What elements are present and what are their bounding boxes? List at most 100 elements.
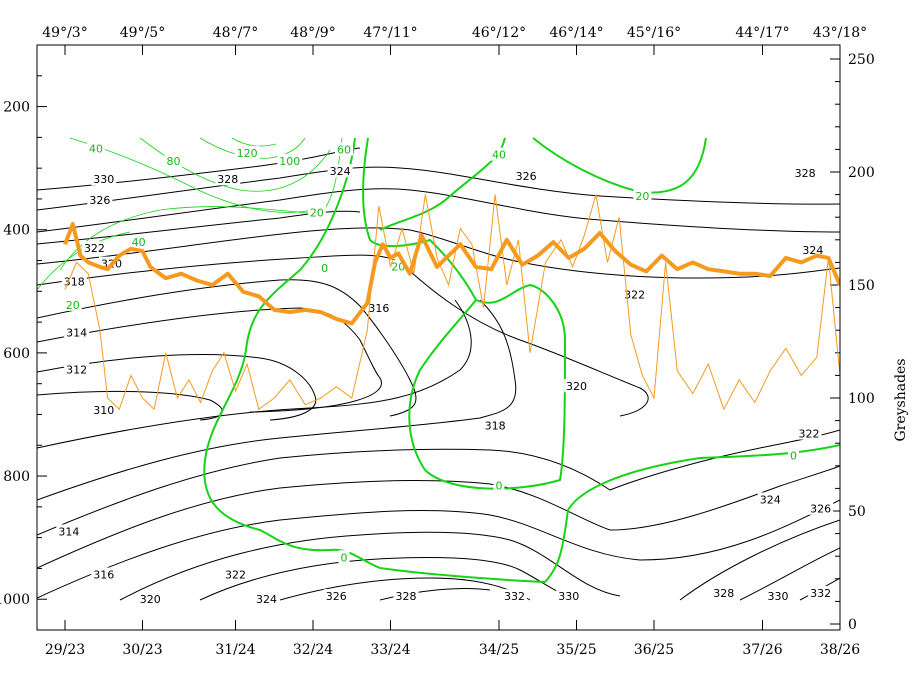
- black-contour-lines: [37, 147, 840, 601]
- green-contour-label: 40: [492, 149, 506, 162]
- black-contour-label: 324: [330, 165, 351, 178]
- contour-label-background: [792, 166, 818, 180]
- top-axis-tick-label: 43°/18°: [813, 25, 867, 41]
- green-contour-lines: [37, 137, 840, 584]
- right-axis-ticks: 0 50 100 150 200 250: [830, 52, 875, 633]
- contour-line: [532, 137, 707, 194]
- black-contour-label: 322: [799, 428, 820, 441]
- contour-line: [37, 188, 840, 233]
- black-contour-label: 320: [140, 593, 161, 606]
- bottom-axis-tick-label: 35/25: [556, 642, 596, 658]
- thick-orange-series-line: [63, 222, 840, 326]
- contour-label-background: [223, 567, 248, 581]
- green-contour-label: 80: [167, 155, 181, 168]
- contour-label-background: [61, 274, 87, 288]
- left-axis-tick-label: 400: [3, 223, 30, 239]
- contour-label-background: [164, 153, 183, 167]
- contour-label-background: [765, 589, 791, 603]
- contour-line: [37, 307, 382, 413]
- right-axis-tick-label: 50: [848, 504, 866, 520]
- contour-label-background: [64, 362, 90, 376]
- green-contour-label: 0: [496, 479, 503, 492]
- top-axis-tick-label: 46°/12°: [472, 25, 526, 41]
- thin-orange-series-line: [64, 194, 840, 411]
- contour-label-background: [327, 164, 353, 178]
- contour-label-background: [91, 172, 117, 186]
- black-contour-label: 328: [795, 167, 816, 180]
- bottom-axis-tick-label: 31/24: [215, 642, 255, 658]
- green-contour-label: 20: [66, 299, 80, 312]
- green-contour-label: 0: [790, 450, 797, 463]
- contour-line: [739, 547, 840, 601]
- green-contour-label: 20: [391, 261, 405, 274]
- contour-label-background: [556, 589, 582, 603]
- contour-line: [37, 166, 840, 211]
- contour-line: [379, 587, 491, 601]
- contour-line: [37, 429, 840, 536]
- contour-label-background: [711, 586, 737, 600]
- top-axis-tick-label: 48°/7°: [213, 25, 258, 41]
- contour-line: [37, 210, 361, 245]
- black-contour-label: 324: [760, 493, 781, 506]
- black-contour-label: 318: [485, 420, 506, 433]
- green-contour-label: 120: [237, 147, 258, 160]
- contour-line: [362, 137, 567, 490]
- contour-label-background: [91, 403, 117, 417]
- top-axis-tick-label: 45°/16°: [627, 25, 681, 41]
- contour-line: [37, 227, 840, 279]
- top-axis-tick-label: 44°/17°: [735, 25, 789, 41]
- contour-line: [37, 279, 417, 417]
- right-axis-tick-label: 200: [848, 165, 875, 181]
- black-contour-label: 330: [93, 173, 114, 186]
- top-axis-tick-label: 49°/5°: [120, 25, 165, 41]
- bottom-axis-tick-label: 36/25: [634, 642, 674, 658]
- right-axis-tick-label: 100: [848, 391, 875, 407]
- contour-line: [37, 353, 317, 421]
- black-contour-label: 322: [84, 242, 105, 255]
- contour-line: [203, 137, 840, 584]
- contour-label-background: [63, 297, 82, 311]
- contour-label-background: [91, 567, 117, 581]
- bottom-axis-tick-label: 29/23: [45, 642, 85, 658]
- bottom-axis-tick-label: 33/24: [370, 642, 410, 658]
- contour-label-background: [808, 586, 834, 600]
- plot-frame: [36, 44, 841, 631]
- contour-line: [199, 137, 306, 159]
- contour-line: [37, 465, 840, 569]
- black-contour-label: 326: [89, 194, 110, 207]
- bottom-axis-labels: 29/23 30/23 31/24 32/24 33/24 34/25 35/25 36/25…: [45, 620, 860, 658]
- contour-label-background: [64, 325, 90, 339]
- green-contour-label: 0: [321, 262, 328, 275]
- contour-label-background: [277, 153, 303, 167]
- contour-line: [37, 499, 840, 599]
- bottom-axis-tick-label: 34/25: [479, 642, 519, 658]
- black-contour-label: 314: [58, 525, 79, 538]
- left-axis-tick-label: 200: [3, 100, 30, 116]
- contour-label-background: [234, 145, 260, 159]
- green-contour-label: 40: [89, 142, 103, 155]
- black-contour-label: 328: [396, 590, 417, 603]
- right-axis-tick-label: 250: [848, 52, 875, 68]
- contour-label-background: [513, 169, 539, 183]
- contour-label-background: [319, 260, 331, 274]
- right-axis-tick-label: 150: [848, 278, 875, 294]
- right-axis-tick-label: 0: [848, 617, 857, 633]
- contour-label-background: [323, 589, 349, 603]
- contour-label-background: [493, 478, 505, 492]
- left-axis-tick-label: 800: [3, 469, 30, 485]
- green-contour-label: 60: [337, 144, 351, 157]
- contour-label-background: [215, 172, 241, 186]
- black-contour-label: 322: [225, 569, 246, 582]
- black-contour-label: 320: [566, 380, 587, 393]
- contour-label-background: [490, 147, 508, 161]
- contour-label-background: [800, 243, 826, 257]
- top-axis-labels: 49°/3° 49°/5° 48°/7° 48°/9° 47°/11° 46°/12° 46…: [42, 25, 867, 55]
- green-contour-label: 20: [635, 190, 649, 203]
- contour-line: [37, 390, 223, 421]
- contour-label-background: [137, 592, 163, 606]
- black-contour-label: 330: [768, 590, 789, 603]
- contour-label-background: [129, 235, 148, 249]
- contour-label-background: [757, 492, 783, 506]
- bottom-axis-tick-label: 38/26: [820, 642, 860, 658]
